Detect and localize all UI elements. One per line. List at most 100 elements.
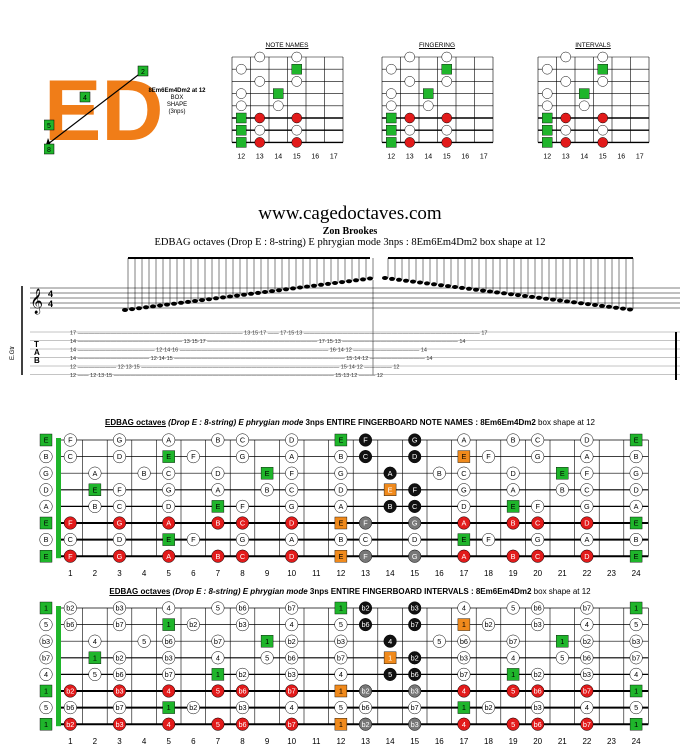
note-label: b3 <box>238 620 246 629</box>
mini-fret-number: 17 <box>480 153 488 160</box>
note-label: b3 <box>534 703 542 712</box>
mini-fret-number: 15 <box>293 153 301 160</box>
note-head <box>185 299 191 304</box>
note-circle <box>506 466 520 480</box>
note-head <box>311 283 317 288</box>
instrument-label: E.Gtr <box>10 346 16 360</box>
note-circle <box>555 651 569 665</box>
note-head <box>459 285 465 290</box>
note-label: E <box>338 436 343 445</box>
note-head <box>599 303 605 308</box>
note-head <box>550 297 556 302</box>
note-circle <box>39 483 53 497</box>
shape-name: 8Em6Em4Dm2 at 12 <box>148 88 206 94</box>
note-square <box>457 450 471 463</box>
note-circle <box>285 651 299 665</box>
website-title[interactable]: www.cagedoctaves.com <box>258 203 442 224</box>
note-label: G <box>43 469 49 478</box>
fret-number: 9 <box>265 737 270 746</box>
shape-shape: SHAPE <box>166 102 188 108</box>
note-label: b2 <box>66 687 74 696</box>
note-label: A <box>166 552 171 561</box>
note-label: F <box>289 469 294 478</box>
score-subtitle: EDBAG octaves (Drop E : 8-string) E phry… <box>154 237 546 248</box>
note-circle <box>531 701 545 715</box>
note-head <box>613 305 619 310</box>
note-head <box>571 300 577 305</box>
note-label: D <box>117 535 122 544</box>
note-label: 1 <box>462 703 466 712</box>
note-circle <box>457 717 471 731</box>
mini-title-fingering: FINGERING <box>418 42 456 49</box>
note-label: E <box>92 485 97 494</box>
note-label: F <box>486 535 491 544</box>
note-circle <box>358 516 373 530</box>
mini-fret-number: 12 <box>237 153 245 160</box>
note-circle <box>408 433 422 447</box>
note-circle <box>457 667 471 681</box>
note-label: G <box>412 436 418 445</box>
note-label: D <box>166 502 171 511</box>
note-label: B <box>215 436 220 445</box>
note-circle <box>162 466 176 480</box>
note-circle <box>162 549 176 563</box>
note-head <box>445 284 451 289</box>
note-label: E <box>215 502 220 511</box>
note-circle <box>506 651 520 665</box>
note-label: 5 <box>265 653 269 662</box>
note-label: F <box>68 519 73 528</box>
note-square <box>629 433 643 447</box>
note-label: C <box>289 485 294 494</box>
note-square <box>506 500 520 513</box>
note-label: 1 <box>44 687 48 696</box>
note-label: b7 <box>288 604 296 613</box>
note-label: C <box>166 469 171 478</box>
note-label: b7 <box>411 703 419 712</box>
note-circle <box>235 667 250 681</box>
note-label: E <box>388 485 393 494</box>
note-circle <box>39 651 53 665</box>
note-square <box>556 467 569 480</box>
note-head <box>199 298 205 303</box>
note-label: 5 <box>511 687 515 696</box>
note-label: A <box>511 485 516 494</box>
note-head <box>129 307 135 312</box>
note-circle <box>457 466 471 480</box>
note-head <box>466 286 472 291</box>
note-label: b3 <box>165 653 173 662</box>
note-label: 5 <box>339 703 343 712</box>
fret-number: 14 <box>386 569 395 578</box>
note-label: 5 <box>511 720 515 729</box>
note-circle <box>235 618 250 632</box>
note-head <box>529 294 535 299</box>
fret-number: 14 <box>386 737 395 746</box>
note-circle <box>408 667 422 681</box>
note-circle <box>358 684 373 698</box>
note-head <box>290 286 296 291</box>
note-circle <box>88 634 102 648</box>
note-circle <box>457 651 471 665</box>
note-label: 4 <box>462 687 466 696</box>
note-circle <box>408 533 422 547</box>
note-label: G <box>535 535 541 544</box>
note-label: G <box>461 485 467 494</box>
note-label: A <box>388 469 393 478</box>
note-circle <box>457 634 471 648</box>
note-label: E <box>166 452 171 461</box>
note-head <box>136 306 142 311</box>
note-circle <box>211 684 225 698</box>
note-label: b3 <box>583 670 591 679</box>
note-label: 5 <box>93 670 97 679</box>
note-label: A <box>461 519 466 528</box>
note-circle <box>408 499 422 513</box>
mini-fret-number: 13 <box>562 153 570 160</box>
tab-letter-a: A <box>34 348 40 357</box>
note-label: b6 <box>115 670 123 679</box>
tab-letter-t: T <box>34 340 39 349</box>
fret-number: 13 <box>361 737 370 746</box>
note-head <box>367 276 373 281</box>
note-circle <box>235 433 250 447</box>
note-head <box>206 297 212 302</box>
note-circle <box>481 701 496 715</box>
note-square <box>457 701 471 714</box>
